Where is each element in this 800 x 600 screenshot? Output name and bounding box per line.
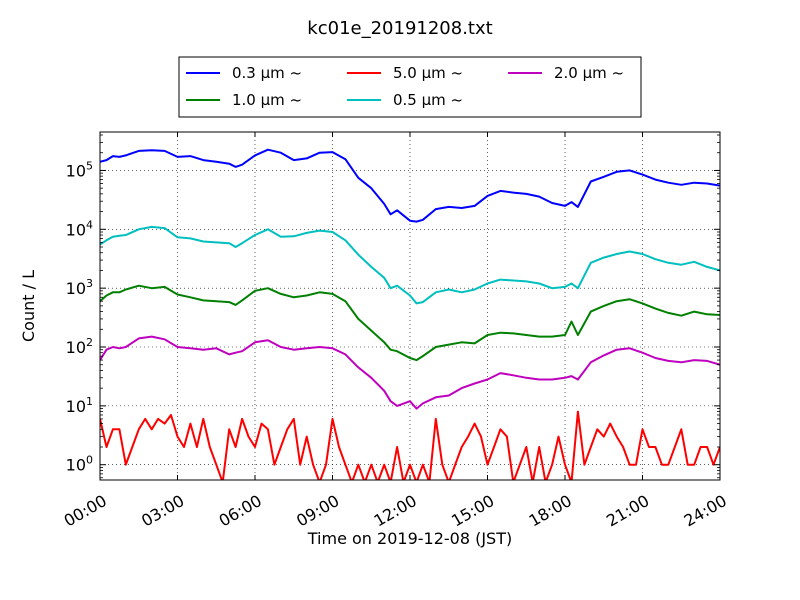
x-tick-label: 00:00 (61, 491, 110, 531)
grid-lines (100, 132, 720, 480)
legend: 0.3 μm ~ 1.0 μm ~ 5.0 μm ~ 0.5 μm ~ 2.0 μm ~ (178, 56, 642, 118)
series-line-4 (100, 410, 720, 480)
series-line-2 (100, 284, 720, 362)
y-tick-labels: 100 101 102 103 104 105 (66, 159, 93, 474)
series-lines (100, 148, 720, 480)
y-tick-label: 105 (66, 159, 93, 180)
legend-box (178, 56, 642, 118)
y-tick-label: 102 (66, 336, 93, 357)
series-line-0 (100, 148, 720, 223)
x-tick-labels: 00:00 03:00 06:00 09:00 12:00 15:00 18:00 21:00… (61, 491, 730, 531)
x-tick-label: 06:00 (216, 491, 265, 531)
y-axis-label: Count / L (19, 270, 38, 342)
y-tick-label: 104 (66, 218, 93, 239)
x-tick-label: 18:00 (526, 491, 575, 531)
legend-label: 2.0 μm ~ (554, 64, 624, 82)
axis-ticks (99, 132, 721, 480)
y-tick-label: 103 (66, 277, 93, 298)
x-tick-label: 03:00 (138, 491, 187, 531)
series-line-3 (100, 335, 720, 410)
y-tick-label: 101 (66, 395, 93, 416)
x-tick-label: 21:00 (603, 491, 652, 531)
series-line-1 (100, 225, 720, 305)
legend-label: 5.0 μm ~ (393, 64, 463, 82)
legend-label: 0.5 μm ~ (393, 91, 463, 109)
legend-label: 0.3 μm ~ (232, 64, 302, 82)
chart-title: kc01e_20191208.txt (307, 18, 493, 39)
x-tick-label: 12:00 (371, 491, 420, 531)
legend-label: 1.0 μm ~ (232, 91, 302, 109)
x-axis-label: Time on 2019-12-08 (JST) (307, 529, 512, 548)
y-tick-label: 100 (66, 454, 93, 475)
x-tick-label: 24:00 (681, 491, 730, 531)
x-tick-label: 09:00 (293, 491, 342, 531)
x-tick-label: 15:00 (448, 491, 497, 531)
